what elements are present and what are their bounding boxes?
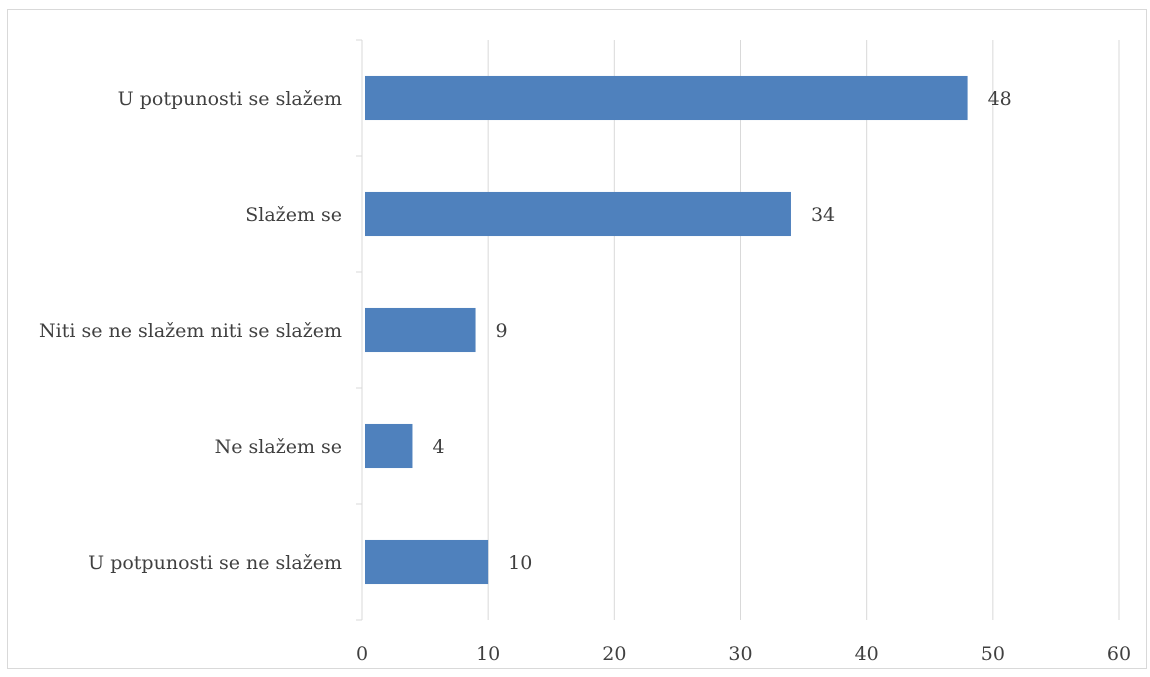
x-tick-label: 0 [356,643,368,665]
data-label: 34 [811,204,835,226]
x-tick-label: 60 [1107,643,1131,665]
category-label: U potpunosti se ne slažem [88,552,342,574]
x-tick-label: 20 [602,643,626,665]
bar [365,423,413,469]
bar [365,307,476,353]
category-label: U potpunosti se slažem [118,88,342,110]
data-label: 10 [508,552,532,574]
category-label: Niti se ne slažem niti se slažem [39,320,342,342]
data-label: 48 [988,88,1012,110]
bar [365,539,489,585]
data-label: 4 [432,436,444,458]
x-tick-label: 50 [981,643,1005,665]
bar [365,75,968,121]
category-label: Slažem se [245,204,342,226]
x-tick-label: 10 [476,643,500,665]
x-tick-label: 30 [728,643,752,665]
x-tick-label: 40 [855,643,879,665]
category-label: Ne slažem se [215,436,342,458]
bar [365,191,791,237]
data-label: 9 [496,320,508,342]
